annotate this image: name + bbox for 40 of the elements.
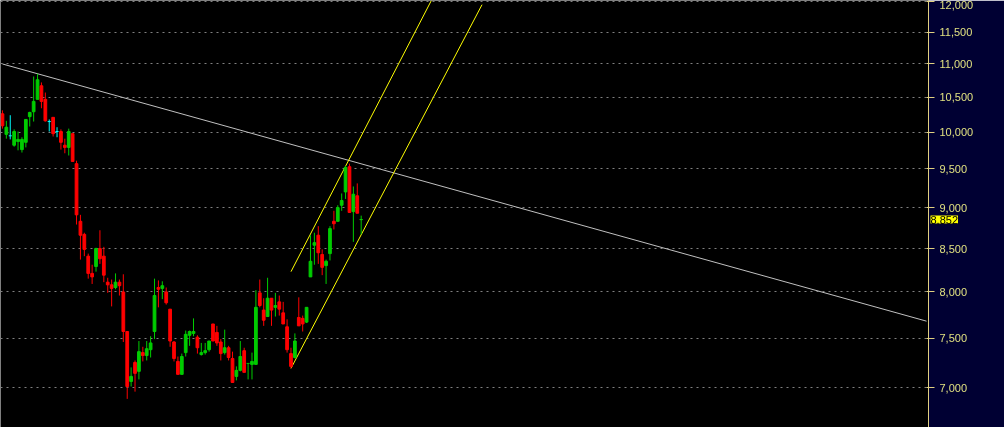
candlestick [16, 131, 20, 151]
candlestick [293, 332, 297, 359]
candlestick [246, 362, 251, 380]
candlestick [269, 297, 274, 327]
candlestick [86, 253, 91, 280]
candlestick [242, 347, 247, 373]
y-tick-label: 8,500 [939, 242, 968, 255]
candlestick [332, 210, 336, 230]
candlestick [59, 128, 63, 151]
candlestick [31, 75, 36, 123]
y-tick-label: 10,000 [939, 126, 974, 139]
candlestick [129, 366, 133, 388]
candlestick [312, 232, 317, 266]
candlestick [316, 225, 321, 265]
candlestick [8, 114, 13, 140]
y-tick-label: 7,500 [939, 332, 968, 345]
candlestick [47, 118, 52, 132]
y-tick-label: 12,000 [939, 0, 974, 11]
candlestick [324, 259, 328, 285]
candlestick [54, 126, 60, 138]
candlestick [273, 292, 278, 318]
candlestick [359, 215, 364, 235]
candlestick [148, 335, 153, 358]
y-tick-label: 8,000 [939, 285, 968, 298]
text: 8,852 [930, 213, 959, 226]
candlestick [265, 277, 270, 318]
y-tick-label: 11,000 [939, 57, 973, 70]
candlestick [355, 182, 360, 214]
candlestick [35, 73, 40, 100]
candlestick [51, 116, 55, 138]
candlestick [137, 340, 141, 380]
y-tick-label: 7,000 [939, 381, 968, 394]
candlestick [351, 185, 356, 243]
candlestick [308, 234, 313, 278]
candlestick [222, 329, 227, 356]
y-tick-label: 9,500 [939, 162, 968, 175]
candlestick [133, 359, 137, 393]
y-tick-label: 11,500 [939, 26, 973, 39]
y-tick-label: 9,000 [939, 201, 968, 214]
y-tick-label: 10,500 [939, 91, 974, 104]
